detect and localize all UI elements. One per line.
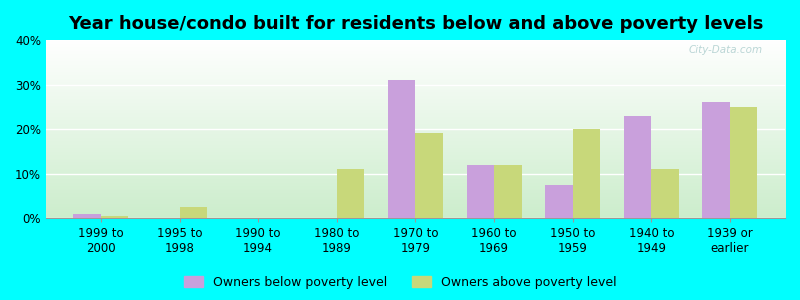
Title: Year house/condo built for residents below and above poverty levels: Year house/condo built for residents bel… [68, 15, 763, 33]
Bar [545, 184, 573, 218]
Bar [415, 134, 443, 218]
Bar [702, 102, 730, 218]
Bar [466, 165, 494, 218]
Bar [730, 107, 758, 218]
Bar [494, 165, 522, 218]
Bar [388, 80, 415, 218]
Bar [573, 129, 600, 218]
Bar [651, 169, 679, 218]
Bar [74, 214, 101, 218]
Bar [101, 216, 129, 218]
Bar [337, 169, 364, 218]
Text: City-Data.com: City-Data.com [689, 45, 763, 56]
Bar [624, 116, 651, 218]
Bar [179, 207, 207, 218]
Legend: Owners below poverty level, Owners above poverty level: Owners below poverty level, Owners above… [179, 271, 621, 294]
